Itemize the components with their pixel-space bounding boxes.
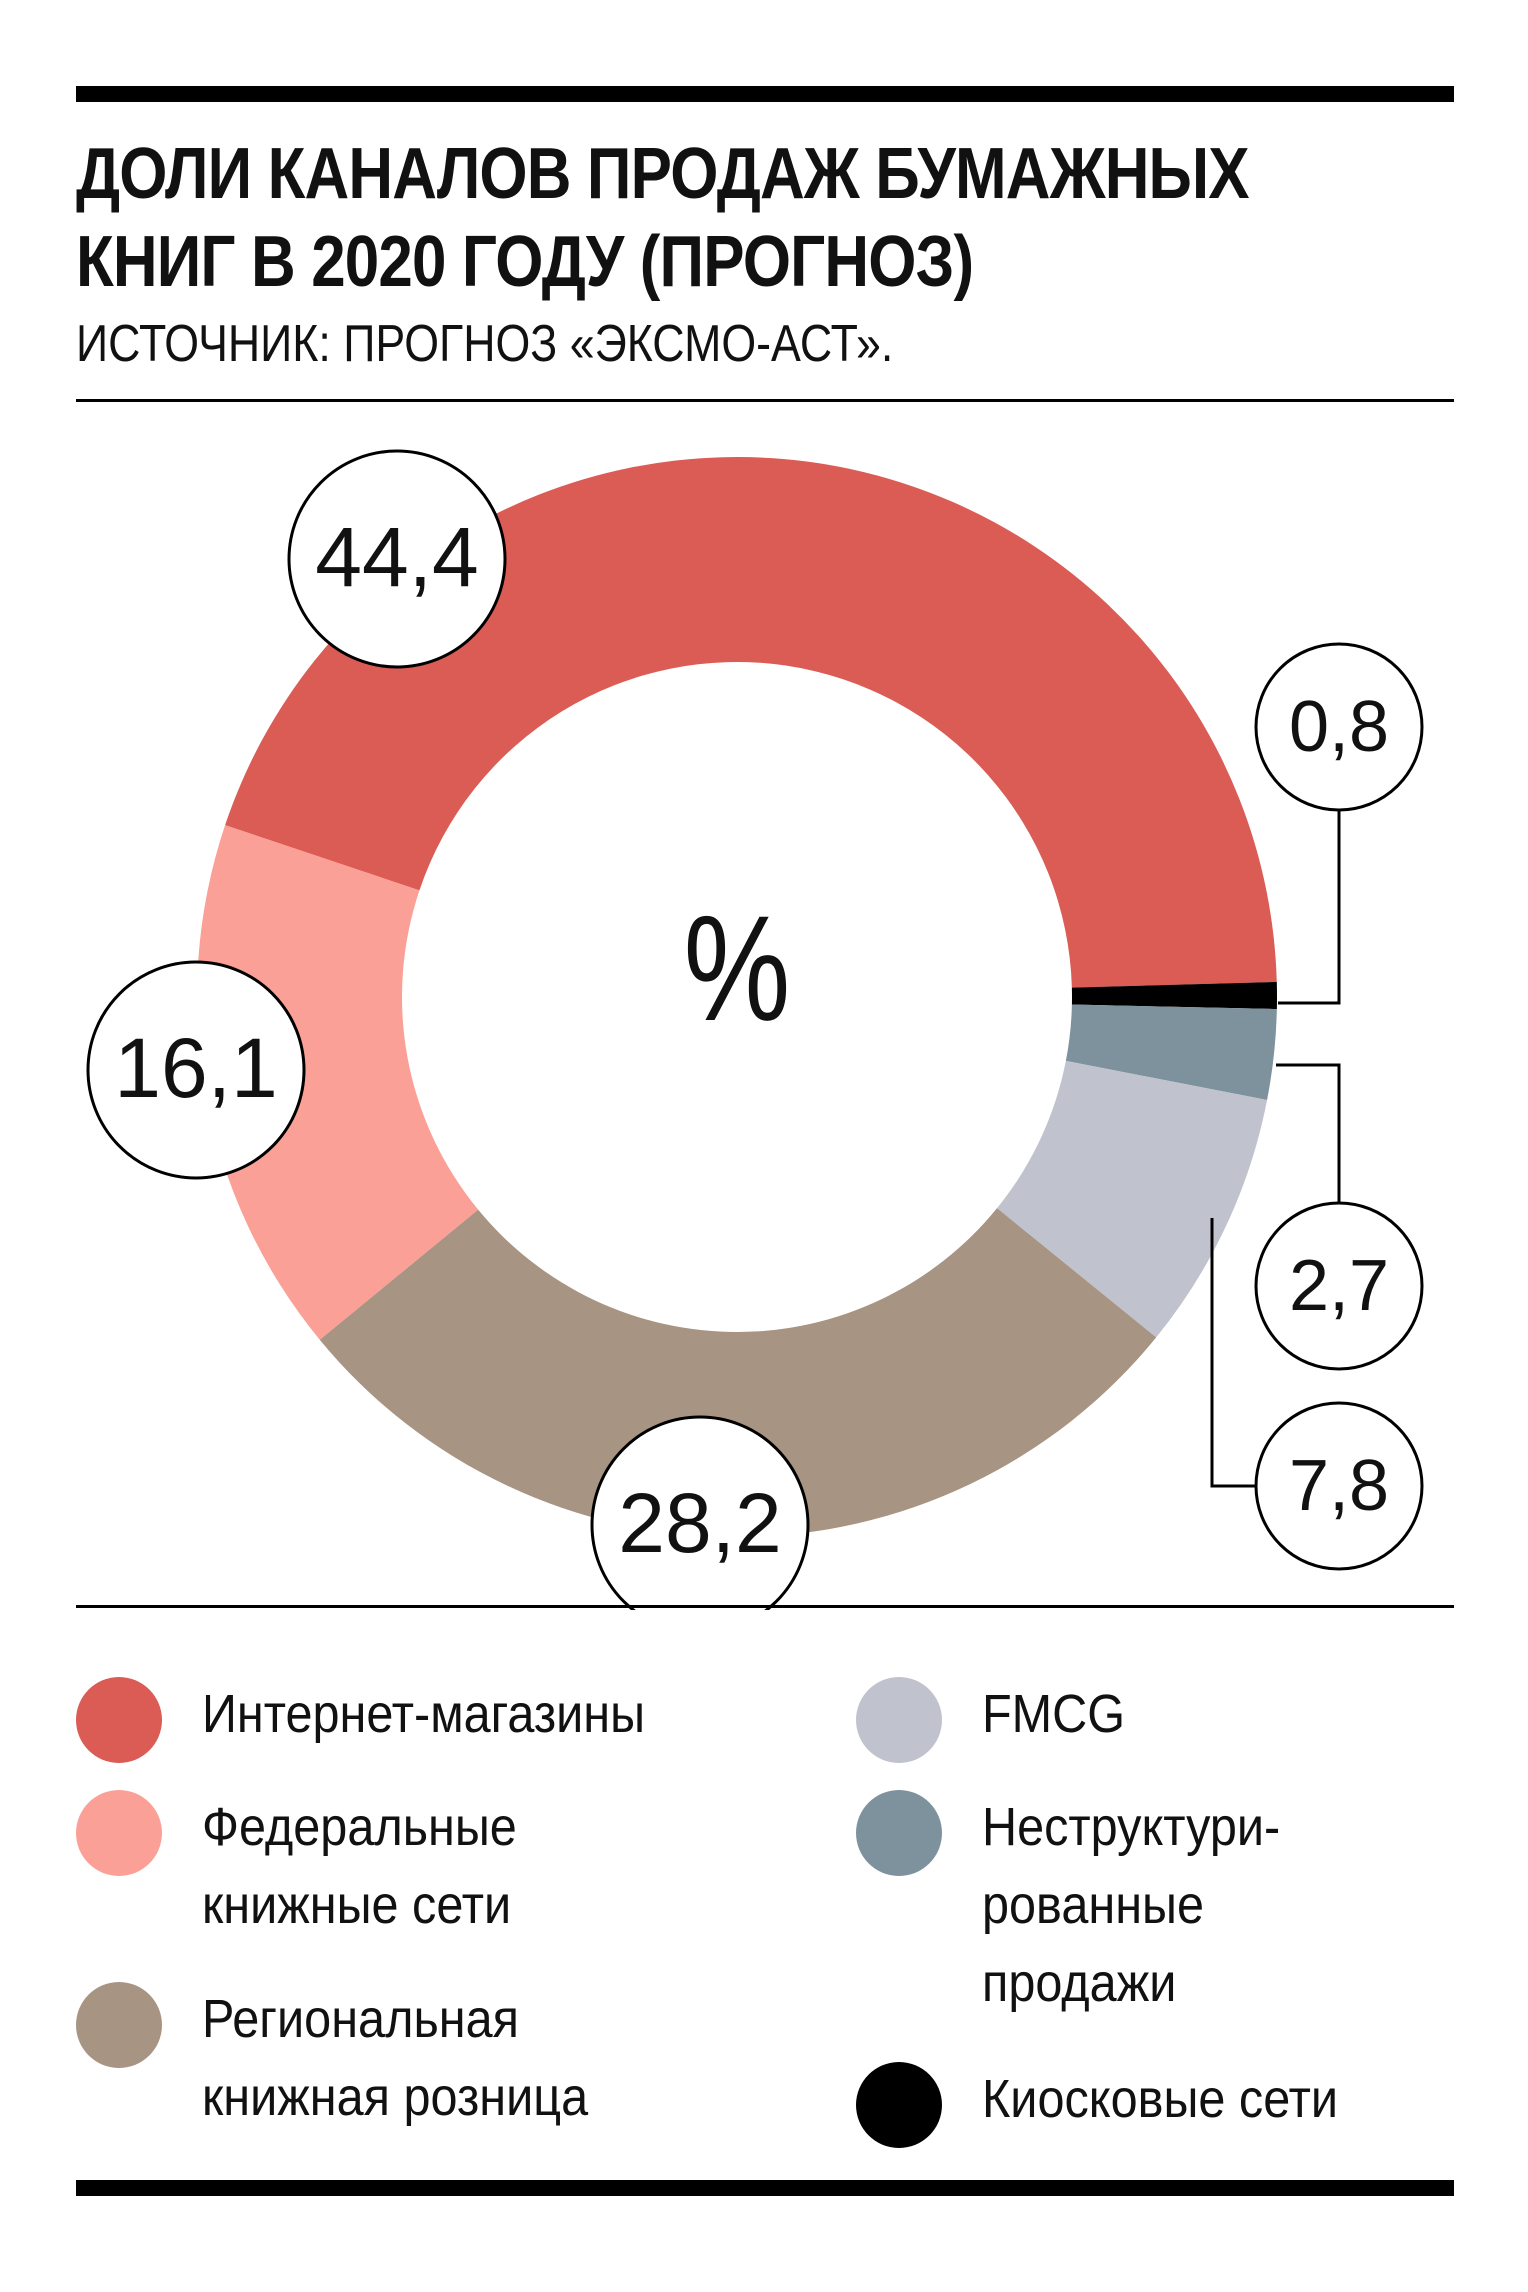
- value-bubble-3: [1254, 1401, 1424, 1571]
- header-divider: [76, 399, 1454, 402]
- value-label-2: 2,7: [1289, 1246, 1389, 1326]
- legend-divider: [76, 1605, 1454, 1608]
- chart-title: ДОЛИ КАНАЛОВ ПРОДАЖ БУМАЖНЫХ КНИГ В 2020…: [76, 130, 1261, 306]
- chart-title-line-2: КНИГ В 2020 ГОДУ (ПРОГНОЗ): [76, 222, 974, 302]
- legend: Интернет-магазины Федеральные книжные се…: [76, 1660, 1454, 2180]
- legend-label-internet: Интернет-магазины: [202, 1684, 646, 1744]
- legend-item-fmcg: FMCG: [856, 1675, 1141, 1763]
- legend-label-fmcg: FMCG: [982, 1684, 1126, 1744]
- legend-item-internet: Интернет-магазины: [76, 1675, 694, 1763]
- legend-item-federal: Федеральные книжные сети: [76, 1788, 552, 1944]
- donut-slice-4: [319, 1208, 1157, 1537]
- legend-item-unstructured: Неструктури- рованные продажи: [856, 1788, 1313, 2022]
- value-bubbles: 44,4 0,8 2,7 7,8 28,2 16,1: [86, 449, 1424, 1610]
- leader-line-2: [1276, 1063, 1341, 1203]
- value-bubble-5: [86, 960, 306, 1180]
- legend-swatch-regional: [76, 1982, 162, 2068]
- legend-label-federal: Федеральные книжные сети: [202, 1797, 517, 1935]
- value-bubble-2: [1254, 1201, 1424, 1371]
- legend-label-regional: Региональная книжная розница: [202, 1989, 589, 2127]
- value-bubble-0: [287, 449, 507, 669]
- legend-label-kiosk: Киосковые сети: [982, 2069, 1339, 2129]
- donut-slice-1: [1071, 981, 1277, 1010]
- leader-lines: [1210, 810, 1341, 1488]
- legend-item-kiosk: Киосковые сети: [856, 2060, 1378, 2148]
- legend-swatch-fmcg: [856, 1677, 942, 1763]
- donut-slice-2: [1065, 1004, 1277, 1101]
- value-label-3: 7,8: [1289, 1446, 1389, 1526]
- legend-label-unstructured: Неструктури- рованные продажи: [982, 1797, 1281, 2013]
- donut-slice-5: [196, 825, 479, 1340]
- legend-swatch-federal: [76, 1790, 162, 1876]
- value-label-4: 28,2: [618, 1476, 782, 1570]
- donut-slice-3: [997, 1060, 1268, 1338]
- bottom-thick-rule: [76, 2180, 1454, 2196]
- value-label-0: 44,4: [315, 510, 479, 604]
- top-thick-rule: [76, 86, 1454, 102]
- legend-item-regional: Региональная книжная розница: [76, 1980, 631, 2136]
- legend-swatch-internet: [76, 1677, 162, 1763]
- legend-swatch-unstructured: [856, 1790, 942, 1876]
- chart-title-line-1: ДОЛИ КАНАЛОВ ПРОДАЖ БУМАЖНЫХ: [76, 134, 1250, 214]
- center-percent-label: %: [684, 884, 791, 1052]
- value-label-5: 16,1: [114, 1021, 278, 1115]
- value-bubble-1: [1254, 642, 1424, 812]
- leader-line-3: [1210, 1218, 1256, 1488]
- leader-line-1: [1278, 810, 1341, 1005]
- value-bubble-4: [590, 1415, 810, 1610]
- donut-chart: % 44,4 0,8 2,7 7,8 28,2 16,1: [86, 449, 1424, 1610]
- legend-swatch-kiosk: [856, 2062, 942, 2148]
- chart-source: ИСТОЧНИК: ПРОГНОЗ «ЭКСМО-АСТ».: [76, 315, 894, 373]
- value-label-1: 0,8: [1289, 687, 1389, 767]
